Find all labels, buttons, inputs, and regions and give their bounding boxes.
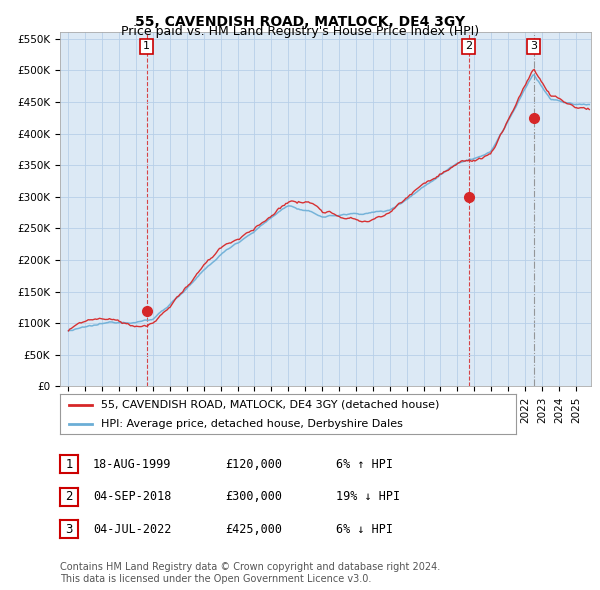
Text: 6% ↓ HPI: 6% ↓ HPI xyxy=(336,523,393,536)
Text: Contains HM Land Registry data © Crown copyright and database right 2024.
This d: Contains HM Land Registry data © Crown c… xyxy=(60,562,440,584)
Text: £300,000: £300,000 xyxy=(225,490,282,503)
Text: 2: 2 xyxy=(465,41,472,51)
Text: 1: 1 xyxy=(65,458,73,471)
Text: 18-AUG-1999: 18-AUG-1999 xyxy=(93,458,172,471)
Text: 3: 3 xyxy=(530,41,537,51)
Text: 3: 3 xyxy=(65,523,73,536)
Text: £120,000: £120,000 xyxy=(225,458,282,471)
Text: Price paid vs. HM Land Registry's House Price Index (HPI): Price paid vs. HM Land Registry's House … xyxy=(121,25,479,38)
Text: £425,000: £425,000 xyxy=(225,523,282,536)
Text: 2: 2 xyxy=(65,490,73,503)
Text: 55, CAVENDISH ROAD, MATLOCK, DE4 3GY: 55, CAVENDISH ROAD, MATLOCK, DE4 3GY xyxy=(135,15,465,29)
Text: 19% ↓ HPI: 19% ↓ HPI xyxy=(336,490,400,503)
Text: 1: 1 xyxy=(143,41,150,51)
Text: 6% ↑ HPI: 6% ↑ HPI xyxy=(336,458,393,471)
Text: HPI: Average price, detached house, Derbyshire Dales: HPI: Average price, detached house, Derb… xyxy=(101,419,403,428)
Text: 55, CAVENDISH ROAD, MATLOCK, DE4 3GY (detached house): 55, CAVENDISH ROAD, MATLOCK, DE4 3GY (de… xyxy=(101,400,439,410)
Text: 04-JUL-2022: 04-JUL-2022 xyxy=(93,523,172,536)
Text: 04-SEP-2018: 04-SEP-2018 xyxy=(93,490,172,503)
